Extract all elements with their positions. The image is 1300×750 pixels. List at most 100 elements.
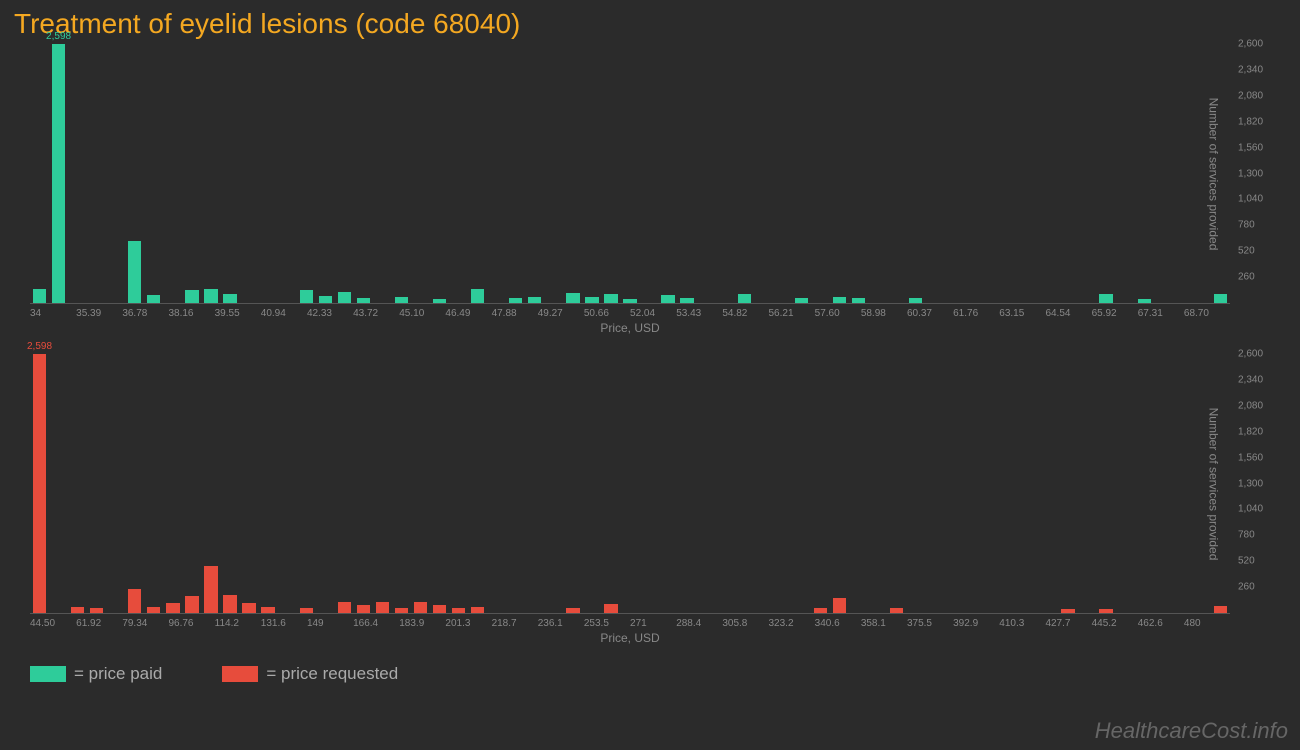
bar xyxy=(223,294,236,303)
bar-slot xyxy=(163,354,182,613)
bar-slot xyxy=(144,44,163,303)
bar-slot xyxy=(640,354,659,613)
x-tick-label: 271 xyxy=(630,618,676,629)
bar xyxy=(566,608,579,613)
bar-slot xyxy=(925,354,944,613)
bar xyxy=(300,290,313,303)
bar-slot xyxy=(1116,354,1135,613)
bar-slot xyxy=(582,44,601,303)
x-tick-label: 50.66 xyxy=(584,308,630,319)
x-tick-label: 323.2 xyxy=(769,618,815,629)
x-tick-label: 52.04 xyxy=(630,308,676,319)
bar xyxy=(604,604,617,613)
bar-slot xyxy=(468,44,487,303)
bar-slot xyxy=(297,354,316,613)
bar xyxy=(814,608,827,613)
bar-slot xyxy=(278,44,297,303)
bar-slot xyxy=(1078,354,1097,613)
x-tick-label: 46.49 xyxy=(445,308,491,319)
bar-slot xyxy=(830,44,849,303)
x-tick-label: 131.6 xyxy=(261,618,307,629)
bar-slot xyxy=(316,354,335,613)
bar xyxy=(147,607,160,613)
bar xyxy=(242,603,255,613)
bar xyxy=(680,298,693,303)
bar xyxy=(1138,299,1151,303)
bar-slot xyxy=(659,354,678,613)
chart-price-requested: 2,598 2605207801,0401,3001,5601,8202,080… xyxy=(30,354,1230,654)
bar xyxy=(395,297,408,303)
bar-slot xyxy=(392,44,411,303)
x-tick-label: 149 xyxy=(307,618,353,629)
bar-slot xyxy=(487,44,506,303)
bar-slot xyxy=(887,354,906,613)
bar-value-label: 2,598 xyxy=(46,31,71,42)
bar xyxy=(357,605,370,613)
bar-slot xyxy=(697,44,716,303)
bar xyxy=(414,602,427,613)
bar xyxy=(33,354,46,613)
bar-slot xyxy=(811,354,830,613)
x-tick-label: 47.88 xyxy=(492,308,538,319)
x-tick-label: 40.94 xyxy=(261,308,307,319)
bar xyxy=(433,605,446,613)
bar-slot xyxy=(830,354,849,613)
bar-slot xyxy=(1001,44,1020,303)
bar-slot xyxy=(201,44,220,303)
y-tick-label: 2,600 xyxy=(1238,39,1278,50)
x-tick-label: 445.2 xyxy=(1092,618,1138,629)
bar xyxy=(319,296,332,303)
bar-slot xyxy=(716,44,735,303)
x-tick-label: 68.70 xyxy=(1184,308,1230,319)
bar-slot xyxy=(868,354,887,613)
y-axis-label: Number of services provided xyxy=(1207,407,1221,560)
bar-slot xyxy=(373,354,392,613)
y-tick-label: 260 xyxy=(1238,272,1278,283)
bar xyxy=(33,289,46,303)
bar xyxy=(261,607,274,613)
x-tick-label: 38.16 xyxy=(168,308,214,319)
bar-slot xyxy=(563,354,582,613)
x-tick-label: 61.92 xyxy=(76,618,122,629)
bar-slot xyxy=(735,44,754,303)
y-tick-label: 520 xyxy=(1238,556,1278,567)
bar-slot xyxy=(659,44,678,303)
x-tick-label: 39.55 xyxy=(215,308,261,319)
x-tick-label: 54.82 xyxy=(722,308,768,319)
bar xyxy=(338,292,351,303)
bar-slot xyxy=(601,354,620,613)
bar-slot xyxy=(544,354,563,613)
bar xyxy=(223,595,236,613)
bar-slot xyxy=(468,354,487,613)
x-tick-label: 42.33 xyxy=(307,308,353,319)
bar-slot xyxy=(1078,44,1097,303)
bar-slot xyxy=(1001,354,1020,613)
bar xyxy=(1099,609,1112,613)
bar xyxy=(452,608,465,613)
bar-slot xyxy=(259,354,278,613)
bar-slot xyxy=(1154,354,1173,613)
bar-slot xyxy=(544,44,563,303)
y-tick-label: 780 xyxy=(1238,220,1278,231)
bar xyxy=(1214,294,1227,303)
bar-slot xyxy=(601,44,620,303)
bar-slot xyxy=(963,354,982,613)
bar xyxy=(890,608,903,613)
bar-slot xyxy=(1173,354,1192,613)
bar xyxy=(909,298,922,303)
bar-slot xyxy=(868,44,887,303)
bar xyxy=(90,608,103,613)
x-tick-label: 67.31 xyxy=(1138,308,1184,319)
bar-slot xyxy=(506,44,525,303)
bar-slot xyxy=(354,44,373,303)
bar xyxy=(204,566,217,613)
legend-swatch-paid xyxy=(30,666,66,682)
bar-slot xyxy=(49,354,68,613)
bar-slot xyxy=(297,44,316,303)
bar-slot xyxy=(240,354,259,613)
bar xyxy=(852,298,865,303)
bar xyxy=(604,294,617,303)
bar xyxy=(300,608,313,613)
x-tick-label: 36.78 xyxy=(122,308,168,319)
bar xyxy=(1061,609,1074,613)
